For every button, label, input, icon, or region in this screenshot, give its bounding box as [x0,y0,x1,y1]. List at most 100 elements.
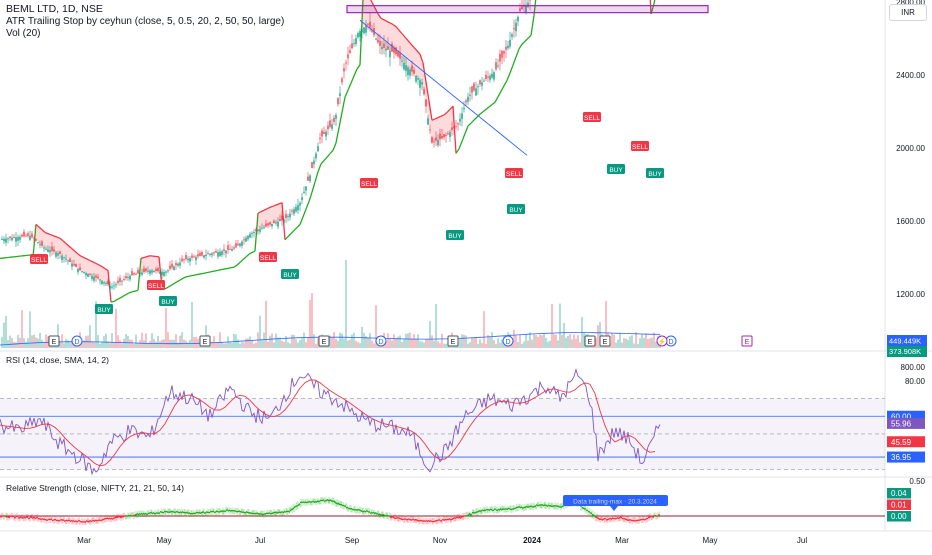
buy-signal-label: BUY [509,207,523,214]
volume-bar [399,335,400,348]
volume-bar [179,336,180,348]
price-tick: 2000.00 [896,144,925,153]
candle [53,249,54,251]
candle [433,142,434,143]
candle [67,260,68,261]
rs-line [644,519,646,520]
volume-bar [291,335,292,348]
rs-line [246,512,248,513]
candle [141,272,142,274]
volume-bar [577,335,578,348]
candle [419,80,420,88]
candle [91,276,92,279]
volume-bar [459,339,460,348]
candle [105,283,106,284]
candle [151,271,152,273]
candle [85,273,86,275]
volume-bar [135,335,136,348]
rs-line [194,513,196,514]
candle [317,146,318,151]
trailing-stop-line [345,90,348,97]
volume-bar [343,339,344,348]
candle [5,239,6,243]
candle [307,177,308,181]
rs-line [388,516,390,517]
volume-bar [619,334,620,348]
volume-legend[interactable]: Vol (20) [6,28,40,39]
candle [479,80,480,84]
rs-line [596,517,598,518]
rs-line [66,520,68,521]
trailing-stop-line [339,112,342,127]
volume-bar [641,334,642,348]
candle [509,40,510,47]
volume-bar [313,334,314,348]
candle [517,17,518,21]
volume-bar [427,339,428,348]
volume-bar [255,343,256,348]
volume-bar [237,339,238,348]
rs-line [42,519,44,520]
candle [425,100,426,107]
volume-bar [479,339,480,348]
candle [87,274,88,277]
volume-bar [101,342,102,348]
event-marker-label: E [603,339,608,346]
volume-bar [127,336,128,348]
candle [253,232,254,233]
volume-bar [311,293,312,348]
trailing-stop-line [201,273,204,274]
candle [147,271,148,272]
rs-line [192,513,194,514]
rs-line [74,521,76,522]
volume-bar [565,338,566,348]
candle [391,44,392,52]
time-axis-label: Mar [615,536,629,545]
candle [435,137,436,140]
candle [505,47,506,50]
candle [173,266,174,270]
volume-bar [389,338,390,348]
rs-line [130,515,132,516]
volume-bar [575,339,576,348]
volume-bar [297,343,298,348]
rs-title[interactable]: Relative Strength (close, NIFTY, 21, 21,… [6,483,184,493]
currency-button[interactable]: INR [889,4,927,21]
volume-bar [531,340,532,348]
volume-bar [495,344,496,348]
volume-bar [639,338,640,348]
volume-bar [521,344,522,348]
candle [323,132,324,134]
candle [95,276,96,278]
candle [157,268,158,271]
volume-bar [145,333,146,348]
support-zone[interactable] [347,6,708,13]
volume-bar [33,335,34,348]
candle [27,233,28,236]
rs-line [188,513,190,514]
volume-bar [403,339,404,348]
volume-bar [267,342,268,348]
candle [427,118,428,124]
candle [421,82,422,84]
volume-bar [61,334,62,348]
candle [169,266,170,269]
candle [457,123,458,124]
candle [513,28,514,29]
volume-bar [107,342,108,348]
volume-bar [371,340,372,348]
rs-line [318,501,320,502]
rsi-title[interactable]: RSI (14, close, SMA, 14, 2) [6,355,109,365]
volume-bar [243,342,244,348]
volume-bar [165,308,166,348]
event-marker-label: E [203,339,208,346]
candle [247,236,248,239]
candle [305,186,306,190]
volume-bar [461,334,462,348]
price-tick: 1200.00 [896,290,925,299]
candle [515,23,516,31]
indicator-legend[interactable]: ATR Trailing Stop by ceyhun (close, 5, 0… [6,16,284,27]
rs-line [240,511,242,512]
